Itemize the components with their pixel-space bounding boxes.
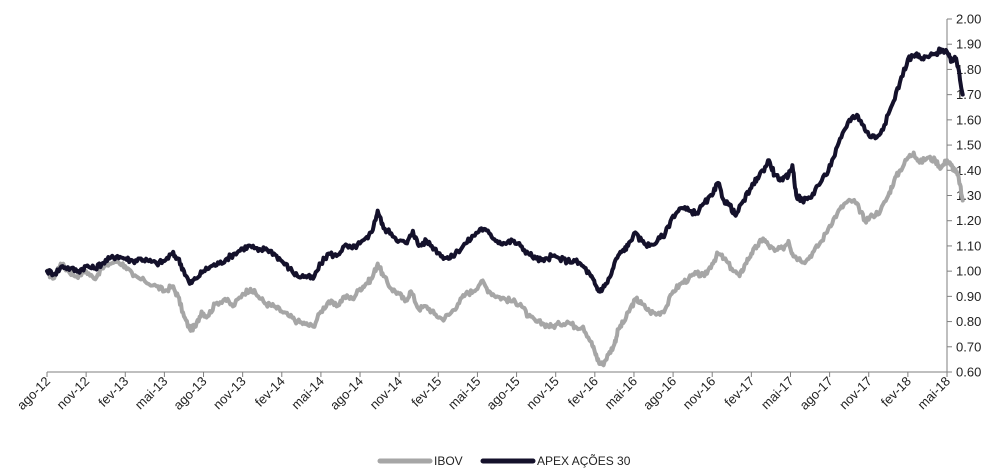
x-tick-label: mai-17 bbox=[758, 374, 797, 413]
y-tick-label: 0.60 bbox=[956, 365, 981, 380]
x-tick-label: ago-13 bbox=[170, 374, 209, 413]
x-tick-label: nov-14 bbox=[367, 374, 406, 413]
x-axis: ago-12 nov-12 fev-13 mai-13 ago-13 nov-13 fev-… bbox=[14, 371, 953, 413]
x-tick-label: mai-14 bbox=[288, 374, 327, 413]
x-tick-label: fev-13 bbox=[95, 374, 131, 410]
x-tick-label: nov-17 bbox=[836, 374, 875, 413]
x-tick-label: mai-18 bbox=[914, 374, 953, 413]
y-tick-label: 1.00 bbox=[956, 264, 981, 279]
series-lines bbox=[45, 46, 965, 368]
y-tick-label: 1.60 bbox=[956, 112, 981, 127]
x-tick-label: mai-15 bbox=[445, 374, 484, 413]
y-axis: 0.600.700.800.901.001.101.201.301.401.50… bbox=[946, 12, 981, 380]
x-tick-label: fev-16 bbox=[565, 374, 601, 410]
y-tick-label: 1.10 bbox=[956, 238, 981, 253]
y-tick-label: 0.90 bbox=[956, 289, 981, 304]
x-tick-label: nov-15 bbox=[523, 374, 562, 413]
x-tick-label: ago-17 bbox=[796, 374, 835, 413]
x-tick-label: fev-17 bbox=[721, 374, 757, 410]
y-tick-label: 0.70 bbox=[956, 339, 981, 354]
x-tick-label: mai-13 bbox=[132, 374, 171, 413]
x-tick-label: ago-15 bbox=[483, 374, 522, 413]
series-line-ibov bbox=[45, 150, 965, 368]
legend-label: IBOV bbox=[434, 454, 463, 468]
legend: IBOV APEX AÇÕES 30 bbox=[377, 453, 631, 468]
x-tick-label: nov-12 bbox=[54, 374, 93, 413]
x-tick-label: ago-14 bbox=[327, 374, 366, 413]
series-line-apex-acoes-30 bbox=[45, 46, 965, 294]
x-tick-label: ago-16 bbox=[640, 374, 679, 413]
x-tick-label: fev-15 bbox=[408, 374, 444, 410]
x-tick-label: fev-14 bbox=[252, 374, 288, 410]
y-tick-label: 1.40 bbox=[956, 163, 981, 178]
y-tick-label: 1.80 bbox=[956, 62, 981, 77]
y-tick-label: 2.00 bbox=[956, 12, 981, 27]
y-tick-label: 1.20 bbox=[956, 213, 981, 228]
x-tick-label: ago-12 bbox=[14, 374, 53, 413]
legend-label: APEX AÇÕES 30 bbox=[537, 453, 631, 468]
x-tick-label: fev-18 bbox=[878, 374, 914, 410]
y-tick-label: 1.90 bbox=[956, 37, 981, 52]
y-tick-label: 1.50 bbox=[956, 138, 981, 153]
x-tick-label: mai-16 bbox=[601, 374, 640, 413]
x-tick-label: nov-16 bbox=[680, 374, 719, 413]
y-tick-label: 0.80 bbox=[956, 314, 981, 329]
x-tick-label: nov-13 bbox=[210, 374, 249, 413]
